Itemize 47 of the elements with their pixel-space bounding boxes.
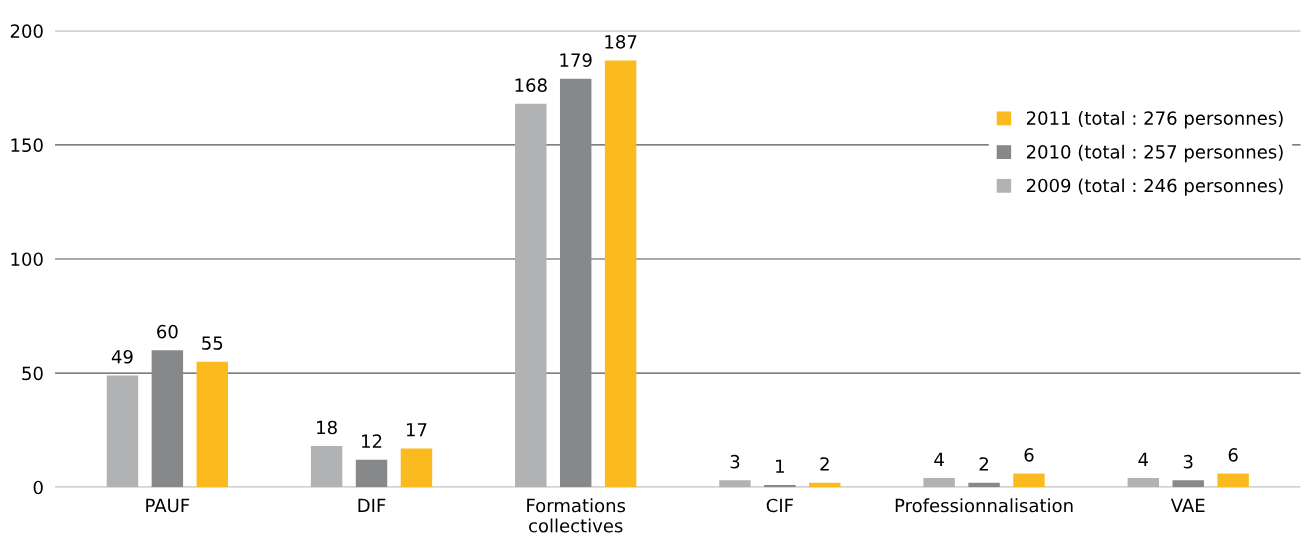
data-label: 49 — [111, 349, 133, 364]
x-tick-label: DIF — [358, 498, 386, 513]
y-tick-label: 0 — [33, 480, 43, 495]
data-label: 4 — [1138, 452, 1149, 466]
data-label: 187 — [605, 34, 637, 49]
bar — [1172, 480, 1204, 488]
y-tick-label: 100 — [11, 252, 43, 267]
data-label: 17 — [406, 423, 427, 437]
x-tick-label: PAUF — [146, 498, 190, 513]
bar — [1217, 473, 1249, 488]
bar — [923, 478, 955, 488]
bar — [151, 350, 184, 488]
data-label: 2 — [979, 457, 988, 471]
x-tick-label: Formations collectives — [527, 498, 626, 533]
x-tick-label: Professionnalisation — [895, 498, 1073, 513]
data-label: 3 — [730, 454, 740, 469]
data-label: 2 — [820, 457, 829, 471]
bar — [1013, 473, 1045, 488]
data-label: 55 — [202, 336, 223, 350]
x-tick-label: CIF — [766, 498, 793, 513]
bar — [310, 446, 343, 488]
y-tick-label: 50 — [22, 366, 43, 381]
legend-label: 2010 (total : 257 personnes) — [1026, 144, 1283, 163]
bar — [559, 78, 592, 488]
legend-label: 2009 (total : 246 personnes) — [1026, 178, 1283, 196]
data-label: 6 — [1024, 448, 1034, 462]
y-tick-label: 200 — [10, 24, 43, 38]
bar — [106, 375, 139, 488]
data-label: 6 — [1228, 448, 1238, 462]
x-tick-label: VAE — [1170, 498, 1205, 513]
bar — [515, 103, 547, 488]
bar — [400, 448, 433, 488]
data-label: 60 — [157, 324, 178, 339]
bar — [196, 361, 228, 488]
bar — [719, 480, 751, 488]
data-label: 4 — [934, 452, 944, 466]
data-label: 1 — [776, 459, 784, 473]
bar — [604, 60, 637, 488]
y-tick-label: 150 — [11, 138, 43, 153]
bar — [1127, 478, 1160, 488]
bar — [355, 459, 388, 488]
data-label: 3 — [1183, 454, 1193, 469]
data-label: 168 — [515, 78, 547, 92]
legend-label: 2011 (total : 276 personnes) — [1026, 110, 1283, 129]
data-label: 12 — [362, 434, 382, 448]
data-label: 18 — [317, 420, 337, 435]
data-label: 179 — [560, 53, 592, 67]
